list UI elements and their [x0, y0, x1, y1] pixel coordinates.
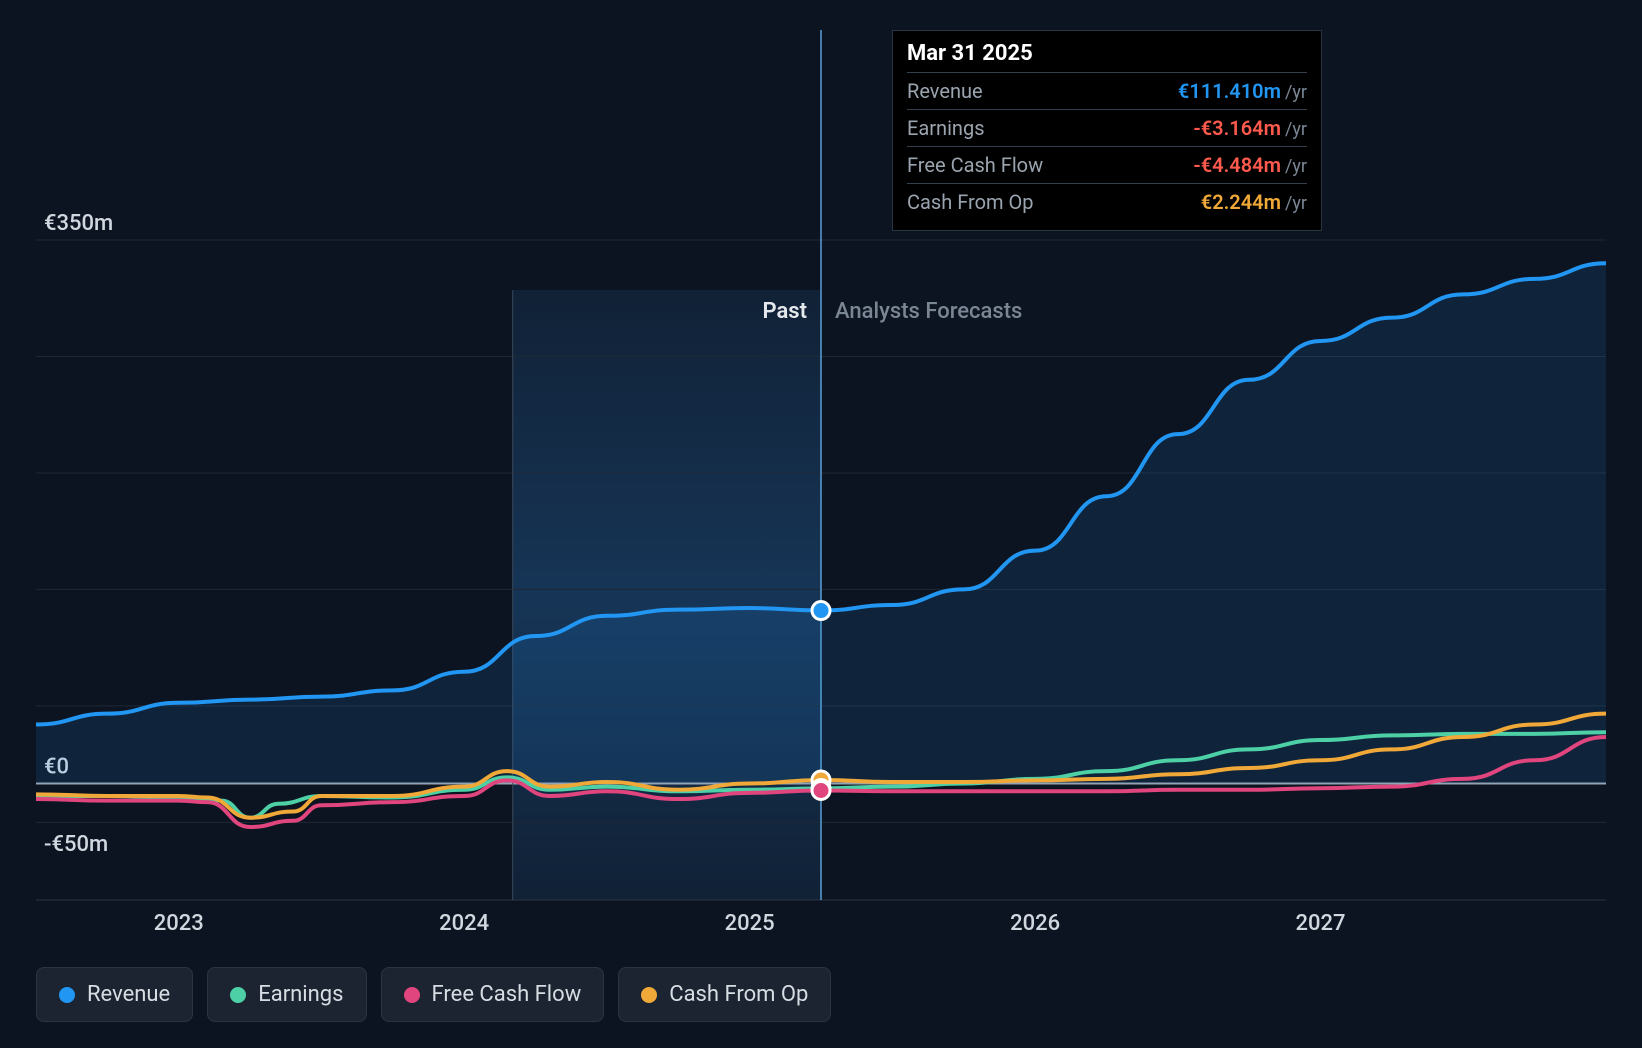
chart-svg[interactable]: €350m€0-€50m20232024202520262027PastAnal… [0, 0, 1642, 940]
tooltip-row-label: Revenue [907, 79, 983, 103]
chart-legend: Revenue Earnings Free Cash Flow Cash From O… [36, 967, 831, 1022]
x-tick-label: 2026 [1010, 911, 1060, 936]
legend-item-earnings[interactable]: Earnings [207, 967, 366, 1022]
legend-item-cash-from-op[interactable]: Cash From Op [618, 967, 831, 1022]
x-tick-label: 2027 [1296, 911, 1346, 936]
tooltip-row-unit: /yr [1285, 193, 1307, 214]
tooltip-row-label: Cash From Op [907, 190, 1033, 214]
legend-label: Revenue [87, 982, 170, 1007]
tooltip-row-label: Earnings [907, 116, 985, 140]
legend-label: Cash From Op [669, 982, 808, 1007]
y-tick-label: -€50m [44, 832, 108, 857]
legend-label: Free Cash Flow [432, 982, 582, 1007]
legend-item-revenue[interactable]: Revenue [36, 967, 193, 1022]
tooltip-row: Cash From Op €2.244m/yr [907, 183, 1307, 220]
legend-dot [404, 987, 420, 1003]
legend-item-free-cash-flow[interactable]: Free Cash Flow [381, 967, 605, 1022]
hover-tooltip: Mar 31 2025 Revenue €111.410m/yr Earnings -… [892, 30, 1322, 231]
tooltip-date: Mar 31 2025 [907, 41, 1307, 72]
tooltip-row-value: -€4.484m [1193, 153, 1281, 177]
tooltip-row-value: €2.244m [1201, 190, 1281, 214]
marker-revenue[interactable] [812, 602, 830, 620]
tooltip-row: Earnings -€3.164m/yr [907, 109, 1307, 146]
x-tick-label: 2023 [154, 911, 204, 936]
past-label: Past [762, 299, 807, 324]
legend-dot [230, 987, 246, 1003]
tooltip-row-unit: /yr [1285, 119, 1307, 140]
tooltip-row-unit: /yr [1285, 156, 1307, 177]
tooltip-row-value: -€3.164m [1193, 116, 1281, 140]
x-tick-label: 2025 [725, 911, 775, 936]
legend-dot [641, 987, 657, 1003]
tooltip-row: Revenue €111.410m/yr [907, 72, 1307, 109]
forecast-label: Analysts Forecasts [835, 299, 1022, 324]
y-tick-label: €350m [44, 211, 113, 236]
tooltip-row: Free Cash Flow -€4.484m/yr [907, 146, 1307, 183]
tooltip-row-label: Free Cash Flow [907, 153, 1043, 177]
x-tick-label: 2024 [439, 911, 489, 936]
financial-forecast-chart: €350m€0-€50m20232024202520262027PastAnal… [0, 0, 1642, 1048]
legend-label: Earnings [258, 982, 343, 1007]
tooltip-row-unit: /yr [1285, 82, 1307, 103]
legend-dot [59, 987, 75, 1003]
tooltip-row-value: €111.410m [1178, 79, 1281, 103]
past-region-shade [513, 290, 821, 900]
marker-free-cash-flow[interactable] [812, 781, 830, 799]
